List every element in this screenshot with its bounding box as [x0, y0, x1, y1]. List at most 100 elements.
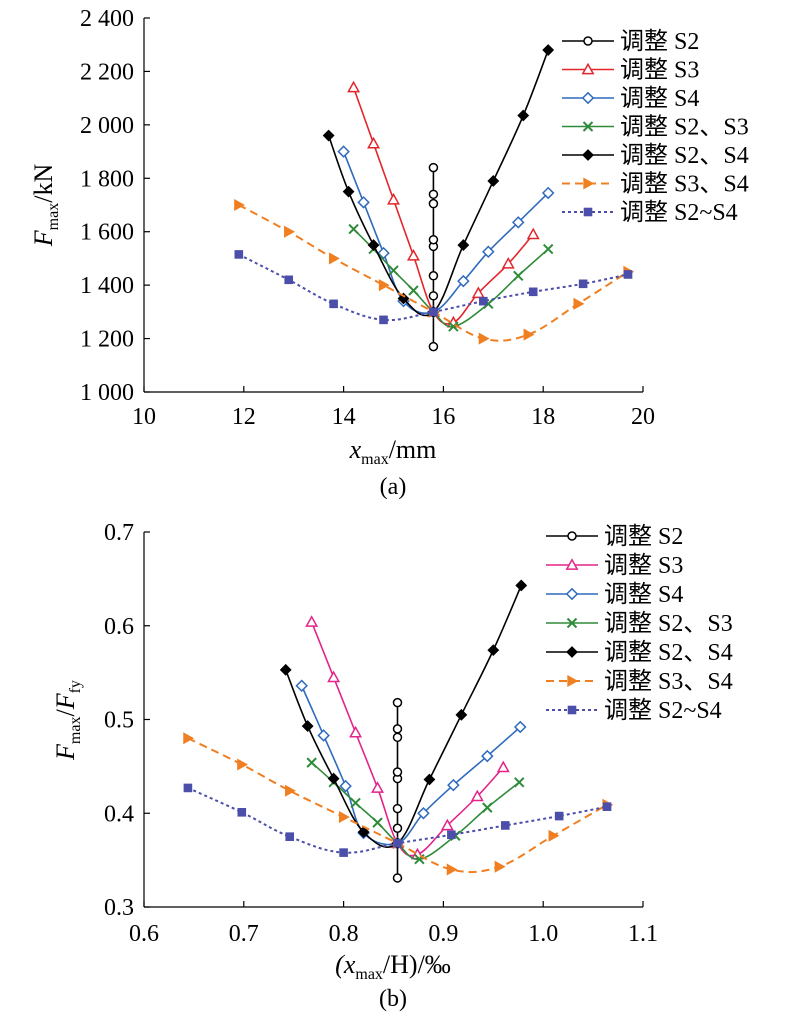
legend-label: 调整 S4: [604, 581, 683, 608]
data-point: [446, 863, 458, 876]
x-axis-label-rest: /H)/‰: [383, 950, 451, 979]
data-point: [542, 44, 555, 56]
y-tick-label: 2 000: [80, 113, 134, 139]
data-point: [367, 239, 380, 251]
data-point: [513, 720, 527, 734]
data-point: [482, 245, 495, 259]
data-point: [471, 286, 485, 299]
legend-marker: [565, 587, 579, 601]
y-axis-label-rest: /kN: [29, 164, 58, 203]
data-point: [329, 299, 338, 309]
y-tick-label: 1 600: [80, 220, 134, 246]
data-point: [487, 644, 500, 657]
y-axis-label-sub: max: [45, 203, 62, 231]
data-point: [578, 279, 588, 289]
data-point: [428, 234, 439, 245]
data-point: [387, 192, 400, 205]
legend-marker: [583, 36, 593, 46]
series-6: [183, 783, 612, 857]
x-axis-label-sub: max: [361, 451, 389, 468]
x-axis-label-main: (x: [335, 950, 356, 979]
data-point: [295, 679, 308, 693]
data-point: [234, 198, 246, 212]
y-tick-label: 1 400: [80, 273, 134, 299]
data-point: [237, 808, 247, 817]
data-point: [448, 321, 459, 332]
data-point: [284, 275, 294, 285]
data-point: [428, 291, 439, 301]
series-1: [347, 80, 540, 328]
data-point: [338, 810, 350, 824]
data-point: [392, 732, 403, 743]
data-point: [339, 848, 348, 857]
data-point: [183, 732, 195, 745]
data-point: [457, 239, 470, 251]
data-point: [501, 257, 515, 269]
data-point: [392, 697, 403, 708]
data-point: [526, 227, 540, 240]
data-point: [285, 832, 295, 841]
x-tick-label: 0.6: [129, 921, 159, 947]
data-point: [392, 823, 403, 833]
y-axis-label-main: F: [29, 229, 58, 247]
x-axis-label: (xmax/H)/‰: [335, 950, 451, 983]
data-point: [428, 341, 439, 352]
data-point: [429, 307, 438, 317]
x-axis-label-main: x: [349, 435, 362, 464]
data-point: [349, 725, 363, 738]
legend-label: 调整 S2、S4: [604, 639, 733, 666]
series-1: [305, 615, 510, 860]
y-axis-label-rest: /: [51, 709, 80, 717]
data-point: [285, 784, 296, 797]
data-point: [487, 175, 500, 187]
data-point: [417, 806, 430, 820]
chart-panel-b: 0.30.40.50.60.70.6 0.7 0.8 0.9 1.0 1.1(xmax/H…: [51, 520, 733, 1012]
data-point: [511, 216, 525, 229]
legend-marker: [582, 121, 594, 132]
data-point: [305, 615, 319, 627]
data-point: [327, 670, 341, 683]
data-point: [602, 802, 612, 811]
data-point: [348, 223, 359, 235]
legend-label: 调整 S2: [604, 523, 683, 550]
y-axis-label: Fmax/kN: [29, 164, 62, 248]
data-point: [183, 783, 193, 793]
y-tick-label: 0.3: [104, 895, 134, 921]
data-point: [392, 873, 403, 883]
data-point: [541, 186, 555, 200]
y-tick-label: 2 200: [80, 59, 134, 85]
data-point: [428, 189, 439, 200]
series-0: [392, 697, 403, 883]
data-point: [406, 249, 420, 261]
data-point: [514, 777, 525, 788]
legend-marker: [581, 91, 595, 105]
y-tick-label: 2 400: [80, 6, 134, 32]
data-point: [328, 252, 340, 265]
data-point: [357, 196, 370, 209]
legend-marker: [583, 207, 593, 217]
data-point: [378, 279, 390, 292]
data-point: [367, 136, 381, 149]
panel-label: (a): [380, 474, 407, 500]
data-point: [479, 296, 488, 306]
x-tick-label: 16: [431, 404, 455, 430]
data-point: [481, 749, 494, 763]
data-point: [237, 758, 249, 771]
legend-marker: [583, 177, 595, 190]
y-tick-label: 1 800: [80, 166, 134, 192]
chart-panel-a: 1 000 1 200 1 400 1 600 1 800 2 000 2 200 2 400…: [29, 6, 749, 500]
y-axis-label-main: F: [51, 743, 80, 761]
data-point: [482, 802, 493, 813]
data-point: [478, 332, 490, 345]
y-axis-label-sub: max: [67, 717, 84, 745]
x-tick-label: 0.8: [329, 921, 359, 947]
data-point: [393, 838, 402, 848]
data-point: [392, 803, 403, 814]
data-point: [392, 767, 403, 777]
y-tick-label: 1 200: [80, 327, 134, 353]
data-point: [428, 198, 439, 209]
data-point: [423, 773, 436, 786]
legend-label: 调整 S3、S4: [620, 171, 749, 198]
